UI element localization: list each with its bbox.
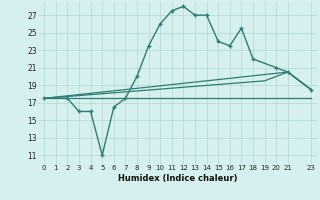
X-axis label: Humidex (Indice chaleur): Humidex (Indice chaleur) (118, 174, 237, 183)
